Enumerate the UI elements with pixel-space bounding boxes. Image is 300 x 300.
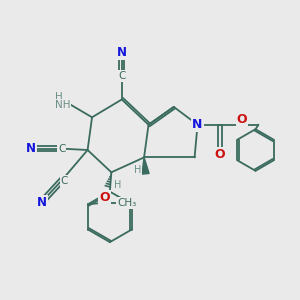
Text: NH: NH bbox=[55, 100, 70, 110]
Text: N: N bbox=[192, 118, 203, 131]
Text: O: O bbox=[214, 148, 225, 161]
Text: O: O bbox=[99, 191, 110, 204]
Text: N: N bbox=[26, 142, 36, 155]
Text: C: C bbox=[58, 143, 65, 154]
Text: H: H bbox=[134, 165, 141, 175]
Text: C: C bbox=[118, 71, 125, 81]
Text: H: H bbox=[114, 180, 122, 190]
Text: N: N bbox=[117, 46, 127, 59]
Text: N: N bbox=[37, 196, 47, 208]
Text: H: H bbox=[56, 92, 63, 101]
Text: C: C bbox=[61, 176, 68, 186]
Polygon shape bbox=[142, 158, 149, 174]
Text: CH₃: CH₃ bbox=[117, 198, 136, 208]
Text: O: O bbox=[237, 113, 248, 126]
